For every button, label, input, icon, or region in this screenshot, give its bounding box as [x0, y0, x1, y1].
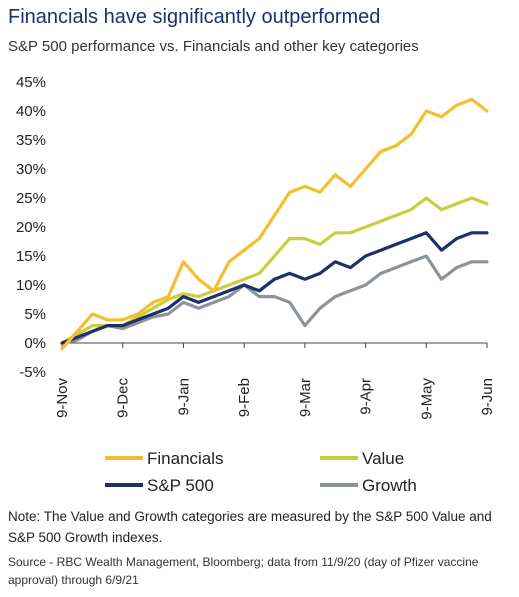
x-tick-label: 9-Nov — [54, 378, 71, 419]
series-line-financials — [60, 97, 489, 351]
y-tick-label: 20% — [16, 219, 46, 236]
x-tick-label: 9-Apr — [358, 378, 375, 415]
legend-label-growth: Growth — [362, 476, 417, 495]
legend-label-s-p-500: S&P 500 — [147, 476, 214, 495]
x-tick-label: 9-Mar — [297, 378, 314, 417]
y-tick-label: 0% — [24, 335, 46, 352]
legend: Financials Value S&P 500 Growth — [105, 449, 417, 495]
x-tick-label: 9-Feb — [236, 378, 253, 417]
series-line-growth — [60, 254, 489, 345]
line-chart: 45% 40% 35% 30% 25% 20% 15% 10% 5% 0% -5% 9-Nov 9-D… — [16, 74, 496, 495]
chart-subtitle: S&P 500 performance vs. Financials and o… — [8, 38, 419, 55]
x-tick-label: 9-Dec — [115, 378, 132, 419]
y-tick-label: 45% — [16, 74, 46, 91]
y-tick-label: 40% — [16, 103, 46, 120]
y-tick-label: 25% — [16, 190, 46, 207]
y-tick-label: 15% — [16, 248, 46, 265]
source-note: Source - RBC Wealth Management, Bloomber… — [8, 555, 479, 587]
y-tick-label: -5% — [19, 364, 46, 381]
x-tick-label: 9-Jan — [175, 378, 192, 416]
legend-label-value: Value — [362, 449, 404, 468]
y-tick-label: 5% — [24, 306, 46, 323]
y-tick-label: 30% — [16, 161, 46, 178]
x-axis: 9-Nov 9-Dec 9-Jan 9-Feb 9-Mar 9-Apr 9-May 9-Jun — [54, 342, 496, 420]
footnote: Note: The Value and Growth categories ar… — [8, 509, 492, 545]
y-axis: 45% 40% 35% 30% 25% 20% 15% 10% 5% 0% -5% — [16, 74, 46, 381]
y-tick-label: 35% — [16, 132, 46, 149]
x-tick-label: 9-Jun — [479, 378, 496, 416]
series-line-s-p-500 — [60, 231, 489, 345]
chart-title: Financials have significantly outperform… — [8, 6, 381, 28]
x-tick-label: 9-May — [418, 378, 435, 420]
y-tick-label: 10% — [16, 277, 46, 294]
legend-label-financials: Financials — [147, 449, 224, 468]
series-lines — [60, 97, 489, 351]
series-line-value — [60, 196, 489, 345]
